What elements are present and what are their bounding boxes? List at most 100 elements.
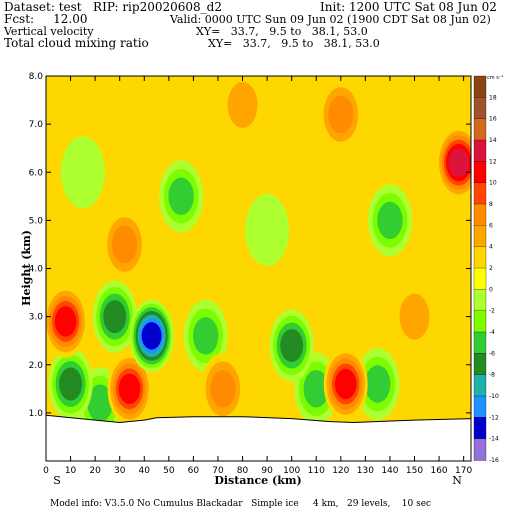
colorbar-label-6: 6 bbox=[489, 222, 493, 229]
field-contour-21-6 bbox=[141, 322, 162, 350]
field-contour-11-2 bbox=[328, 95, 354, 134]
colorbar-label-14: -10 bbox=[489, 393, 499, 400]
south-end-label: S bbox=[53, 474, 61, 487]
axis-layer: 0 10 20 30 40 50 60 70 80 90 100 110 120 130 140 150 160… bbox=[29, 72, 473, 476]
y-tick-label-3: 4.0 bbox=[29, 265, 44, 275]
x-tick-label-4: 40 bbox=[139, 466, 151, 476]
field-contour-10-2 bbox=[364, 365, 391, 403]
x-tick-label-15: 150 bbox=[406, 466, 423, 476]
colorbar-swatch-0 bbox=[473, 75, 487, 98]
colorbar-label-8: 2 bbox=[489, 265, 493, 272]
y-tick-label-6: 7.0 bbox=[29, 120, 44, 130]
x-tick-label-0: 0 bbox=[43, 466, 49, 476]
colorbar-label-5: 8 bbox=[489, 201, 493, 208]
x-axis-label: Distance (km) bbox=[214, 474, 301, 487]
y-tick-label-4: 5.0 bbox=[29, 216, 44, 226]
field1-xy-label: XY= 33.7, 9.5 to 38.1, 53.0 bbox=[196, 25, 368, 38]
x-tick-label-6: 60 bbox=[188, 466, 200, 476]
colorbar-swatch-8 bbox=[473, 246, 487, 269]
colorbar-label-2: 14 bbox=[489, 137, 497, 144]
colorbar-swatch-14 bbox=[473, 374, 487, 397]
x-tick-label-11: 110 bbox=[308, 466, 325, 476]
colorbar-label-17: -16 bbox=[489, 457, 499, 464]
field-contour-18-4 bbox=[118, 373, 141, 405]
x-tick-label-17: 170 bbox=[455, 466, 472, 476]
colorbar-swatch-15 bbox=[473, 395, 487, 418]
field-contour-19-4 bbox=[334, 368, 357, 400]
colorbar-swatch-5 bbox=[473, 182, 487, 205]
y-tick-label-1: 2.0 bbox=[29, 361, 44, 371]
colorbar-swatch-17 bbox=[473, 438, 487, 461]
colorbar-label-11: -4 bbox=[489, 329, 495, 336]
init-label: Init: 1200 UTC Sat 08 Jun 02 bbox=[320, 0, 497, 14]
dataset-label: Dataset: test RIP: rip20020608_d2 bbox=[4, 0, 222, 14]
colorbar-swatch-7 bbox=[473, 225, 487, 248]
x-tick-label-10: 100 bbox=[283, 466, 300, 476]
field-contour-2-0 bbox=[441, 328, 471, 401]
field-contour-3-1 bbox=[227, 81, 258, 128]
x-tick-label-8: 80 bbox=[237, 466, 249, 476]
x-tick-label-1: 10 bbox=[65, 466, 77, 476]
model-info-label: Model info: V3.5.0 No Cumulus Blackadar … bbox=[50, 499, 432, 509]
field-contour-17-4 bbox=[54, 306, 77, 337]
colorbar-label-1: 16 bbox=[489, 116, 497, 123]
colorbar-swatch-12 bbox=[473, 331, 487, 354]
x-tick-label-5: 50 bbox=[163, 466, 175, 476]
terrain bbox=[46, 414, 471, 461]
fcst-label: Fcst: 12.00 bbox=[4, 12, 88, 26]
colorbar-swatch-9 bbox=[473, 267, 487, 290]
colorbar-swatch-6 bbox=[473, 203, 487, 226]
field-contour-13-2 bbox=[377, 201, 403, 240]
field1-label: Vertical velocity bbox=[4, 25, 94, 38]
field-contour-16-3 bbox=[280, 329, 304, 362]
field2-xy-label: XY= 33.7, 9.5 to 38.1, 53.0 bbox=[208, 37, 380, 50]
colorbar-swatch-16 bbox=[473, 417, 487, 440]
field-contour-8-2 bbox=[210, 370, 236, 408]
field-contour-12-2 bbox=[168, 177, 194, 216]
colorbar-unit-label: cm s⁻¹ bbox=[487, 75, 503, 81]
colorbar-swatch-10 bbox=[473, 289, 487, 312]
colorbar-label-10: -2 bbox=[489, 308, 495, 315]
field-contour-5-2 bbox=[87, 384, 113, 422]
colorbar-label-13: -8 bbox=[489, 372, 495, 379]
x-tick-label-7: 70 bbox=[212, 466, 224, 476]
field-contour-20-5 bbox=[448, 148, 470, 177]
field-contour-6-2 bbox=[111, 225, 138, 264]
field2-label: Total cloud mixing ratio bbox=[4, 36, 149, 50]
colorbar-swatch-2 bbox=[473, 118, 487, 141]
x-tick-label-13: 130 bbox=[357, 466, 374, 476]
field-contour-7-2 bbox=[192, 317, 219, 355]
colorbar-label-16: -14 bbox=[489, 436, 499, 443]
colorbar-label-12: -6 bbox=[489, 350, 495, 357]
y-tick-label-7: 8.0 bbox=[29, 72, 44, 82]
colorbar-swatch-11 bbox=[473, 310, 487, 333]
y-tick-label-0: 1.0 bbox=[29, 409, 44, 419]
colorbar-swatch-13 bbox=[473, 353, 487, 376]
colorbar-label-15: -12 bbox=[489, 414, 499, 421]
y-axis-label: Height (km) bbox=[20, 230, 33, 306]
colorbar-swatch-1 bbox=[473, 97, 487, 120]
valid-label: Valid: 0000 UTC Sun 09 Jun 02 (1900 CDT … bbox=[170, 13, 491, 26]
north-end-label: N bbox=[452, 474, 462, 487]
colorbar: 18 16 14 12 10 8 6 4 2 0 -2 -4 -6 -8 -10 -12 -14 -16 bbox=[473, 75, 499, 464]
field-contour-1-0 bbox=[60, 136, 105, 209]
field-layer bbox=[46, 76, 471, 461]
y-tick-label-5: 6.0 bbox=[29, 168, 44, 178]
y-tick-label-2: 3.0 bbox=[29, 313, 44, 323]
colorbar-label-7: 4 bbox=[489, 244, 493, 251]
colorbar-label-9: 0 bbox=[489, 286, 493, 293]
colorbar-label-0: 18 bbox=[489, 94, 497, 101]
x-tick-label-3: 30 bbox=[114, 466, 126, 476]
colorbar-swatch-3 bbox=[473, 139, 487, 162]
x-tick-label-12: 120 bbox=[332, 466, 349, 476]
colorbar-swatch-4 bbox=[473, 161, 487, 184]
colorbar-label-4: 10 bbox=[489, 180, 497, 187]
x-tick-label-14: 140 bbox=[381, 466, 398, 476]
field-contour-14-3 bbox=[59, 367, 83, 401]
field-contour-0-0 bbox=[245, 194, 290, 266]
field-contour-15-3 bbox=[103, 300, 127, 334]
x-tick-label-2: 20 bbox=[89, 466, 101, 476]
x-tick-label-16: 160 bbox=[430, 466, 447, 476]
x-tick-label-9: 90 bbox=[261, 466, 273, 476]
